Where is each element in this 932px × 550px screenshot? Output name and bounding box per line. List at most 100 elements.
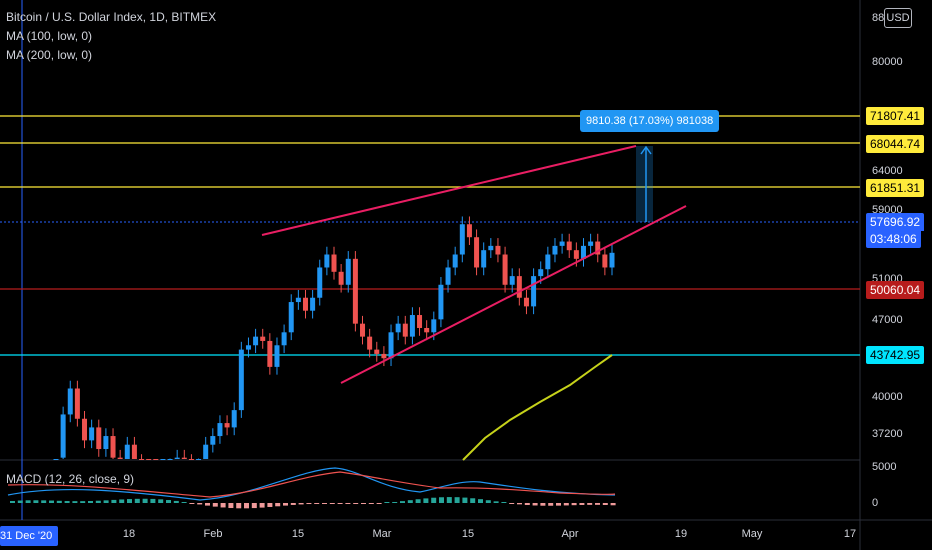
candle-body	[331, 254, 337, 272]
macd-tick: 0	[872, 497, 879, 509]
macd-bar	[345, 503, 351, 504]
macd-bar	[158, 499, 164, 503]
macd-bar	[212, 503, 218, 507]
candle-body	[295, 297, 301, 303]
macd-bar	[236, 503, 242, 509]
candle-body	[253, 336, 259, 346]
macd-bar	[392, 501, 398, 503]
macd-bar	[64, 501, 70, 503]
macd-bar	[423, 498, 429, 503]
candle-body	[60, 414, 66, 458]
macd-bar	[197, 503, 203, 505]
price-tick: 37200	[872, 428, 903, 440]
candle-body	[466, 224, 472, 238]
candle-body	[324, 254, 330, 268]
measure-box[interactable]	[636, 146, 653, 222]
macd-bar	[10, 501, 15, 503]
bar-countdown: 03:48:06	[866, 230, 921, 248]
macd-bar	[119, 499, 125, 503]
ma100-legend[interactable]: MA (100, low, 0)	[6, 29, 93, 43]
time-tick: Apr	[561, 528, 579, 540]
level-tag-43742[interactable]: 43742.95	[866, 346, 925, 364]
macd-bar	[25, 500, 31, 503]
candles	[53, 216, 615, 460]
macd-bar	[337, 503, 343, 504]
candle-body	[167, 459, 173, 460]
symbol-legend[interactable]: Bitcoin / U.S. Dollar Index, 1D, BITMEX	[6, 10, 217, 24]
macd-bar	[88, 501, 93, 503]
macd-bar	[470, 498, 476, 503]
candle-body	[352, 258, 358, 324]
candle-body	[196, 459, 202, 460]
macd-bar	[579, 503, 585, 505]
candle-body	[338, 271, 344, 285]
channel-upper-trendline[interactable]	[261, 145, 637, 236]
macd-bar	[501, 502, 507, 503]
candle-body	[502, 254, 508, 285]
level-tag-50060[interactable]: 50060.04	[866, 281, 925, 299]
macd-histogram	[10, 497, 616, 509]
candle-body	[552, 245, 558, 255]
macd-bar	[563, 503, 569, 506]
candle-body	[224, 423, 230, 428]
candle-body	[538, 269, 544, 277]
macd-bar	[454, 497, 460, 503]
current-price-tag: 57696.92	[866, 213, 925, 231]
candle-body	[588, 241, 594, 246]
candle-body	[281, 332, 287, 346]
candle-body	[203, 444, 209, 459]
candle-body	[67, 388, 73, 415]
candle-body	[110, 436, 116, 458]
candle-body	[545, 254, 551, 270]
candle-body	[367, 336, 373, 350]
macd-bar	[259, 503, 265, 508]
candle-body	[438, 284, 444, 320]
macd-bar	[353, 503, 359, 505]
candle-body	[402, 323, 408, 337]
candle-body	[238, 349, 244, 411]
time-tick: 15	[291, 528, 305, 540]
macd-bar	[431, 497, 437, 503]
currency-button[interactable]: USD	[884, 8, 912, 28]
candle-body	[531, 276, 537, 307]
macd-bar	[49, 500, 54, 503]
candle-body	[245, 345, 251, 350]
candle-body	[53, 459, 59, 460]
candle-body	[82, 418, 88, 441]
time-tick: 18	[122, 528, 136, 540]
level-tag-61851[interactable]: 61851.31	[866, 179, 925, 197]
candle-body	[153, 459, 159, 460]
time-tick: 19	[674, 528, 688, 540]
macd-bar	[376, 503, 382, 504]
candle-body	[580, 245, 586, 259]
macd-bar	[33, 500, 39, 503]
candle-body	[288, 302, 294, 333]
macd-bar	[251, 503, 257, 509]
macd-bar	[166, 500, 171, 503]
price-tick: 80000	[872, 56, 903, 68]
horizontal-levels[interactable]	[0, 115, 860, 356]
macd-bar	[368, 503, 374, 504]
measure-label[interactable]: 9810.38 (17.03%) 981038	[580, 110, 720, 132]
candle-body	[317, 267, 323, 298]
candle-body	[302, 297, 308, 311]
macd-bar	[150, 498, 156, 503]
channel-lower-trendline[interactable]	[340, 205, 687, 384]
ma200-legend[interactable]: MA (200, low, 0)	[6, 48, 93, 62]
level-tag-71807[interactable]: 71807.41	[866, 107, 925, 125]
macd-bar	[384, 502, 390, 503]
macd-bar	[407, 500, 413, 503]
candle-body	[495, 245, 501, 255]
level-tag-68044[interactable]: 68044.74	[866, 135, 925, 153]
macd-bar	[95, 500, 101, 503]
macd-bar	[41, 500, 47, 503]
macd-bar	[532, 503, 538, 506]
macd-bar	[244, 503, 249, 509]
candle-body	[181, 457, 187, 459]
macd-legend[interactable]: MACD (12, 26, close, 9)	[6, 472, 135, 486]
macd-bar	[103, 500, 109, 503]
candle-body	[609, 252, 615, 268]
macd-bar	[602, 503, 608, 506]
macd-bar	[571, 503, 577, 506]
